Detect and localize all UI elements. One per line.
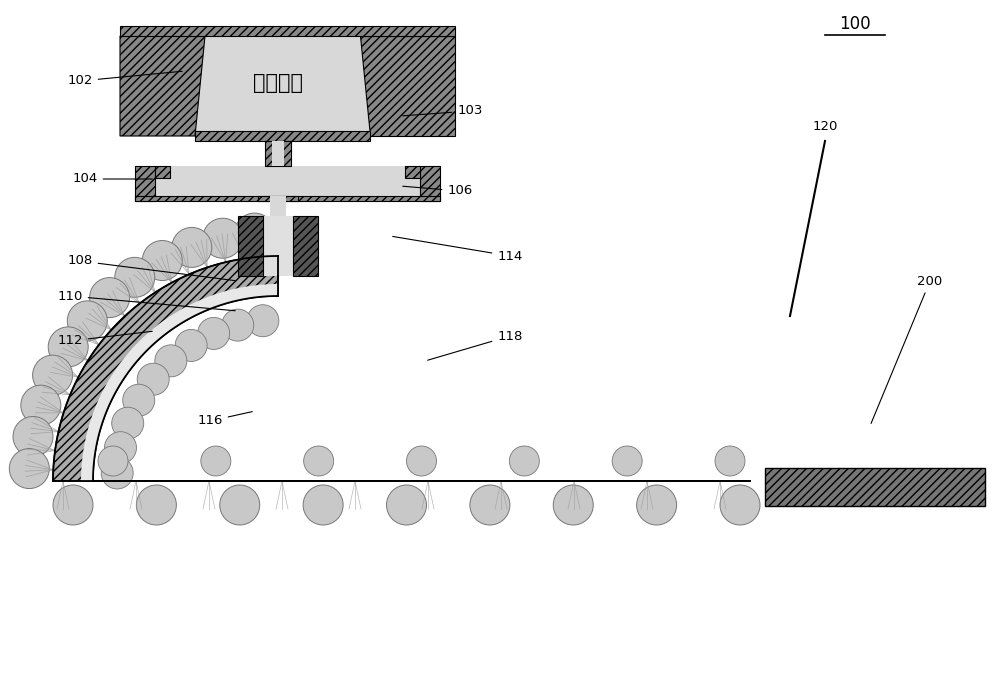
Circle shape	[112, 407, 144, 439]
Circle shape	[247, 305, 279, 337]
Text: 200: 200	[871, 274, 943, 424]
Polygon shape	[195, 131, 370, 141]
Circle shape	[123, 384, 155, 416]
Circle shape	[203, 218, 243, 258]
Polygon shape	[135, 166, 155, 201]
Circle shape	[637, 485, 677, 525]
Circle shape	[222, 309, 254, 341]
Circle shape	[175, 330, 207, 361]
Circle shape	[33, 355, 73, 395]
Circle shape	[53, 485, 93, 525]
Polygon shape	[155, 166, 420, 196]
Text: 102: 102	[67, 71, 182, 88]
Circle shape	[553, 485, 593, 525]
Text: 110: 110	[57, 290, 235, 311]
Circle shape	[98, 446, 128, 476]
Circle shape	[9, 448, 49, 489]
Circle shape	[387, 485, 427, 525]
Polygon shape	[420, 166, 440, 201]
Circle shape	[509, 446, 539, 476]
Polygon shape	[155, 166, 170, 178]
Text: 108: 108	[67, 254, 235, 281]
Polygon shape	[195, 36, 370, 136]
Text: 100: 100	[839, 15, 871, 33]
Text: 114: 114	[393, 236, 523, 263]
Polygon shape	[238, 216, 263, 276]
Circle shape	[90, 278, 130, 318]
Circle shape	[104, 432, 136, 464]
Polygon shape	[265, 141, 291, 166]
Circle shape	[612, 446, 642, 476]
Polygon shape	[765, 468, 985, 506]
Polygon shape	[135, 196, 440, 201]
Circle shape	[48, 327, 88, 367]
Circle shape	[21, 385, 61, 425]
Polygon shape	[293, 216, 318, 276]
Circle shape	[101, 457, 133, 489]
Circle shape	[201, 446, 231, 476]
Polygon shape	[405, 166, 420, 178]
Text: 120: 120	[812, 120, 838, 133]
Circle shape	[155, 345, 187, 377]
Circle shape	[13, 417, 53, 457]
Text: 116: 116	[197, 412, 252, 428]
Text: 103: 103	[403, 104, 483, 117]
Polygon shape	[270, 196, 286, 216]
Circle shape	[115, 257, 155, 297]
Circle shape	[172, 227, 212, 267]
Text: 118: 118	[428, 330, 523, 360]
Circle shape	[220, 485, 260, 525]
Text: 106: 106	[403, 184, 473, 198]
Circle shape	[407, 446, 437, 476]
Text: 112: 112	[57, 331, 152, 348]
Polygon shape	[53, 256, 750, 481]
Text: 熔融的锂: 熔融的锂	[253, 73, 303, 93]
Polygon shape	[360, 36, 455, 136]
Circle shape	[136, 485, 176, 525]
Circle shape	[303, 485, 343, 525]
Circle shape	[137, 363, 169, 395]
Polygon shape	[258, 196, 298, 201]
Polygon shape	[120, 26, 455, 36]
Polygon shape	[120, 36, 205, 136]
Polygon shape	[272, 141, 284, 166]
Circle shape	[304, 446, 334, 476]
Circle shape	[67, 301, 107, 341]
Circle shape	[142, 240, 182, 281]
Circle shape	[720, 485, 760, 525]
Circle shape	[198, 317, 230, 350]
Circle shape	[470, 485, 510, 525]
Polygon shape	[81, 276, 750, 481]
Polygon shape	[263, 216, 293, 276]
Circle shape	[715, 446, 745, 476]
Text: 104: 104	[72, 173, 152, 185]
Circle shape	[235, 213, 275, 253]
